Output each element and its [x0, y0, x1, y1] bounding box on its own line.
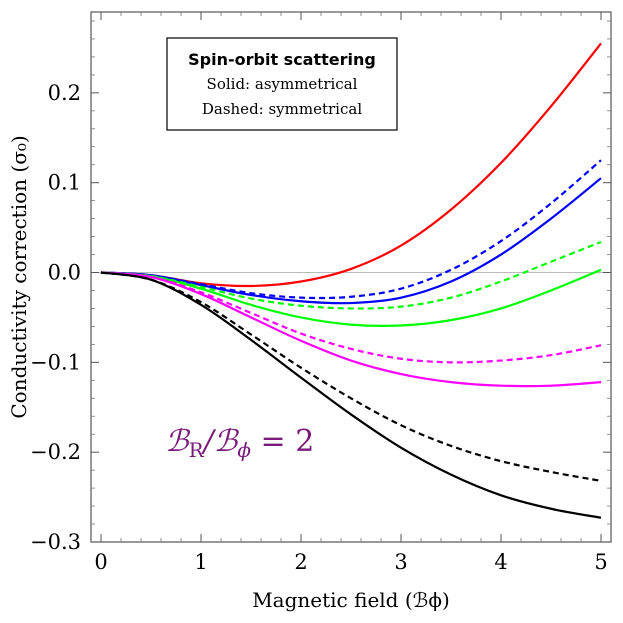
series-line-magenta-solid — [100, 271, 602, 388]
x-tick-label: 4 — [494, 550, 507, 574]
series-line-black-dashed — [100, 271, 602, 483]
x-tick-label: 3 — [394, 550, 407, 574]
y-tick-label: −0.2 — [30, 440, 81, 464]
y-tick-label: 0.1 — [48, 171, 81, 195]
series-line-green-dashed — [100, 240, 602, 310]
x-tick-label: 0 — [94, 550, 107, 574]
x-axis-title: Magnetic field (ℬϕ) — [252, 588, 450, 612]
series-line-blue-dashed — [100, 159, 602, 300]
y-tick-label: 0.0 — [48, 261, 81, 285]
ratio-symbol-1: ℬ — [165, 424, 191, 459]
legend-solid-note: Solid: asymmetrical — [207, 75, 358, 93]
legend-title: Spin-orbit scattering — [188, 50, 376, 69]
ratio-symbol-2: ℬ — [214, 424, 240, 459]
y-axis-title: Conductivity correction (σ₀) — [7, 135, 31, 418]
legend-dashed-note: Dashed: symmetrical — [202, 100, 362, 118]
series-line-blue-solid — [100, 177, 602, 305]
x-tick-label: 5 — [594, 550, 607, 574]
y-tick-label: −0.1 — [30, 350, 81, 374]
legend-box — [166, 37, 398, 131]
ratio-annotation: ℬR/ℬϕ = 2 — [165, 424, 314, 462]
ratio-rhs: = 2 — [251, 424, 314, 459]
series-line-green-solid — [100, 268, 602, 328]
x-tick-label: 1 — [194, 550, 207, 574]
y-tick-label: −0.3 — [30, 530, 81, 554]
plot-frame — [90, 11, 612, 543]
legend: Spin-orbit scattering Solid: asymmetrica… — [166, 37, 398, 131]
x-tick-label: 2 — [294, 550, 307, 574]
y-tick-label: 0.2 — [48, 81, 81, 105]
ratio-sub-r: R — [189, 438, 205, 462]
ratio-sub-phi: ϕ — [237, 438, 251, 462]
ratio-slash: / — [201, 424, 217, 459]
series-line-black-solid — [100, 271, 602, 519]
series-line-magenta-dashed — [100, 271, 602, 364]
